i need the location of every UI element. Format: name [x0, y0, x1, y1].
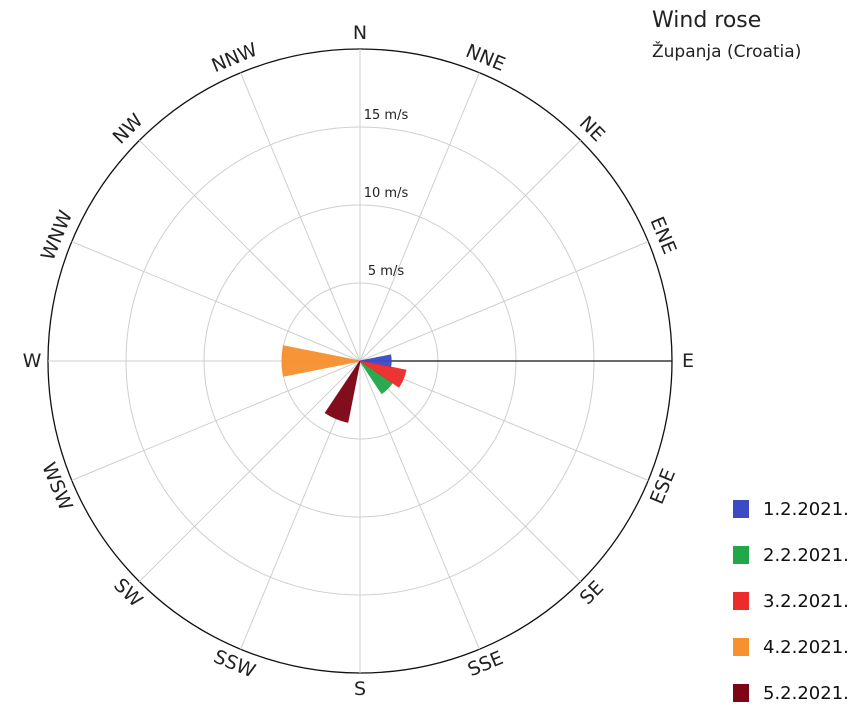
spoke-nw — [139, 140, 361, 362]
direction-label: N — [353, 22, 367, 44]
spoke-se — [359, 360, 581, 582]
legend-label: 5.2.2021. — [763, 682, 849, 704]
spoke-ese — [359, 360, 649, 481]
direction-label: W — [23, 350, 42, 372]
legend-swatch — [733, 500, 749, 518]
spoke-nne — [359, 72, 480, 362]
wind-petals — [281, 345, 407, 423]
direction-label: WNW — [37, 207, 77, 263]
petal-w — [281, 345, 361, 377]
spoke-wsw — [71, 360, 361, 481]
legend-item: 4.2.2021. — [733, 624, 849, 670]
legend-swatch — [733, 546, 749, 564]
legend-label: 1.2.2021. — [763, 498, 849, 520]
legend-item: 5.2.2021. — [733, 670, 849, 716]
ring-label: 5 m/s — [368, 264, 404, 279]
legend-swatch — [733, 638, 749, 656]
direction-label: S — [354, 678, 366, 700]
spoke-sw — [139, 360, 361, 582]
chart-subtitle: Županja (Croatia) — [652, 42, 802, 62]
spoke-ne — [359, 140, 581, 362]
direction-label: SSW — [210, 646, 258, 683]
ring-labels: 5 m/s 10 m/s 15 m/s — [364, 108, 409, 279]
legend-swatch — [733, 684, 749, 702]
ring-label: 10 m/s — [364, 186, 409, 201]
chart-title: Wind rose — [652, 8, 762, 33]
direction-label: NNE — [463, 40, 509, 76]
legend-item: 1.2.2021. — [733, 486, 849, 532]
spoke-ene — [359, 241, 649, 362]
spoke-nnw — [240, 72, 361, 362]
ring-label: 15 m/s — [364, 108, 409, 123]
direction-label: E — [682, 350, 694, 372]
direction-label: NNW — [208, 39, 260, 77]
petal-ssw — [324, 360, 361, 423]
legend-item: 3.2.2021. — [733, 578, 849, 624]
legend-label: 4.2.2021. — [763, 636, 849, 658]
legend: 1.2.2021. 2.2.2021. 3.2.2021. 4.2.2021. … — [733, 486, 849, 716]
petal-ese — [359, 360, 407, 388]
direction-label: ENE — [646, 214, 681, 258]
spoke-wnw — [71, 241, 361, 362]
direction-label: WSW — [37, 459, 76, 513]
spoke-sse — [359, 360, 480, 650]
legend-label: 3.2.2021. — [763, 590, 849, 612]
legend-label: 2.2.2021. — [763, 544, 849, 566]
legend-swatch — [733, 592, 749, 610]
legend-item: 2.2.2021. — [733, 532, 849, 578]
